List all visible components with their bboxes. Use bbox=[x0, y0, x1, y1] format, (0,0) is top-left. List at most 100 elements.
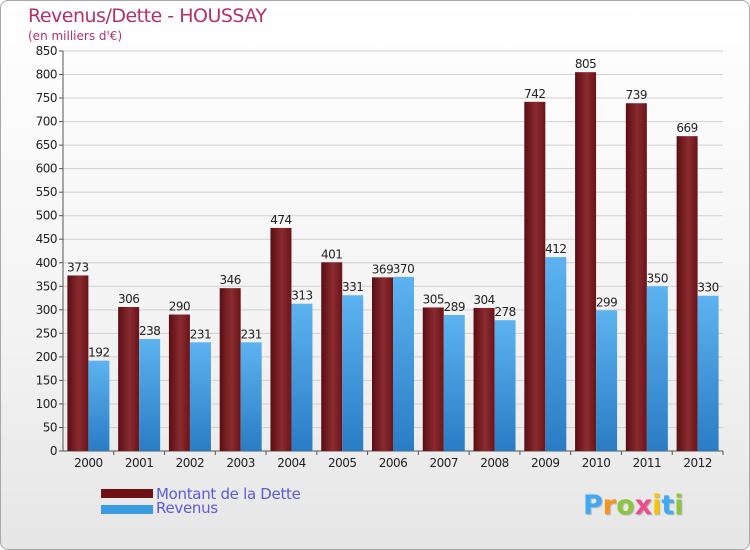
bar-revenus bbox=[393, 276, 414, 451]
legend-swatch-dette bbox=[101, 489, 153, 498]
x-tick-label: 2005 bbox=[328, 456, 357, 470]
value-label-revenus: 231 bbox=[240, 327, 261, 341]
bar-dette bbox=[676, 136, 698, 452]
bar-revenus bbox=[88, 360, 110, 451]
x-tick-label: 2007 bbox=[429, 456, 458, 470]
logo-letter: t bbox=[661, 490, 675, 521]
y-tick-label: 300 bbox=[36, 303, 57, 317]
value-label-dette: 805 bbox=[575, 57, 596, 71]
bar-revenus bbox=[291, 303, 313, 451]
x-tick-label: 2006 bbox=[379, 456, 408, 470]
bar-revenus bbox=[139, 339, 161, 451]
y-tick-label: 800 bbox=[36, 68, 57, 82]
bar-dette bbox=[270, 227, 292, 451]
value-label-revenus: 412 bbox=[545, 242, 566, 256]
bar-dette bbox=[168, 314, 190, 451]
x-tick-label: 2011 bbox=[633, 456, 662, 470]
value-label-dette: 373 bbox=[67, 260, 88, 274]
logo-letter: i bbox=[674, 490, 684, 521]
bar-dette bbox=[372, 277, 393, 451]
value-label-revenus: 231 bbox=[190, 327, 211, 341]
chart-subtitle: (en milliers d'€) bbox=[28, 29, 123, 43]
y-tick-label: 200 bbox=[36, 350, 57, 364]
x-tick-label: 2012 bbox=[683, 456, 712, 470]
bar-dette bbox=[625, 103, 647, 451]
logo-letter: r bbox=[602, 490, 617, 521]
bar-revenus bbox=[189, 342, 211, 451]
axes: 0 50 100 150 200 250 300 350 400 450 500 550 600 650 7… bbox=[36, 44, 724, 470]
y-tick-label: 450 bbox=[36, 232, 57, 246]
legend-label-revenus: Revenus bbox=[156, 499, 218, 517]
bar-dette bbox=[118, 307, 140, 451]
logo-letter: o bbox=[616, 490, 635, 521]
bar-revenus bbox=[596, 310, 618, 451]
y-tick-label: 500 bbox=[36, 209, 57, 223]
logo-letter: P bbox=[583, 490, 603, 521]
y-tick-label: 400 bbox=[36, 256, 57, 270]
y-tick-label: 550 bbox=[36, 185, 57, 199]
bar-revenus bbox=[240, 342, 262, 451]
value-label-revenus: 192 bbox=[88, 346, 109, 360]
bar-revenus bbox=[494, 320, 516, 451]
x-tick-label: 2010 bbox=[582, 456, 611, 470]
bar-revenus bbox=[342, 295, 364, 451]
value-label-dette: 305 bbox=[423, 292, 444, 306]
y-tick-label: 50 bbox=[43, 420, 57, 434]
logo-letter: i bbox=[652, 490, 662, 521]
bars bbox=[67, 72, 719, 452]
value-label-revenus: 330 bbox=[697, 281, 718, 295]
bar-revenus bbox=[443, 315, 465, 451]
bar-revenus bbox=[545, 257, 567, 451]
bar-dette bbox=[575, 72, 597, 452]
value-label-revenus: 278 bbox=[494, 305, 515, 319]
y-tick-label: 600 bbox=[36, 162, 57, 176]
x-tick-label: 2008 bbox=[480, 456, 509, 470]
x-tick-label: 2000 bbox=[74, 456, 103, 470]
value-label-dette: 369 bbox=[372, 262, 393, 276]
value-label-dette: 742 bbox=[524, 87, 545, 101]
x-tick-label: 2001 bbox=[125, 456, 154, 470]
bar-dette bbox=[422, 307, 444, 451]
value-label-dette: 474 bbox=[270, 213, 291, 227]
y-tick-label: 650 bbox=[36, 138, 57, 152]
value-label-revenus: 370 bbox=[393, 262, 414, 276]
value-label-dette: 306 bbox=[118, 292, 139, 306]
bar-dette bbox=[219, 288, 241, 451]
legend-swatch-revenus bbox=[101, 505, 153, 514]
bar-dette bbox=[473, 307, 495, 451]
value-label-dette: 669 bbox=[676, 121, 697, 135]
bar-revenus bbox=[697, 295, 719, 451]
bar-dette bbox=[524, 101, 546, 451]
value-label-dette: 739 bbox=[626, 88, 647, 102]
value-label-revenus: 238 bbox=[139, 324, 160, 338]
legend-label-dette: Montant de la Dette bbox=[156, 485, 301, 503]
value-label-dette: 290 bbox=[169, 300, 190, 314]
chart-title: Revenus/Dette - HOUSSAY bbox=[28, 5, 267, 27]
y-tick-label: 150 bbox=[36, 373, 57, 387]
x-tick-label: 2002 bbox=[176, 456, 205, 470]
x-tick-label: 2004 bbox=[277, 456, 306, 470]
x-tick-label: 2003 bbox=[226, 456, 255, 470]
y-tick-label: 850 bbox=[36, 44, 57, 58]
bar-dette bbox=[67, 275, 89, 451]
value-label-revenus: 313 bbox=[291, 289, 312, 303]
logo-letter: x bbox=[634, 490, 653, 521]
value-label-dette: 304 bbox=[473, 293, 494, 307]
value-label-dette: 346 bbox=[219, 273, 240, 287]
y-tick-label: 250 bbox=[36, 326, 57, 340]
y-tick-label: 350 bbox=[36, 279, 57, 293]
value-label-revenus: 289 bbox=[444, 300, 465, 314]
proxiti-logo: Proxiti bbox=[583, 490, 684, 521]
y-tick-label: 700 bbox=[36, 115, 57, 129]
y-tick-label: 100 bbox=[36, 397, 57, 411]
value-label-dette: 401 bbox=[321, 247, 342, 261]
y-tick-label: 750 bbox=[36, 91, 57, 105]
value-label-revenus: 331 bbox=[342, 280, 363, 294]
bar-revenus bbox=[646, 286, 668, 451]
bar-dette bbox=[321, 262, 343, 451]
value-label-revenus: 299 bbox=[596, 295, 617, 309]
value-label-revenus: 350 bbox=[647, 271, 668, 285]
